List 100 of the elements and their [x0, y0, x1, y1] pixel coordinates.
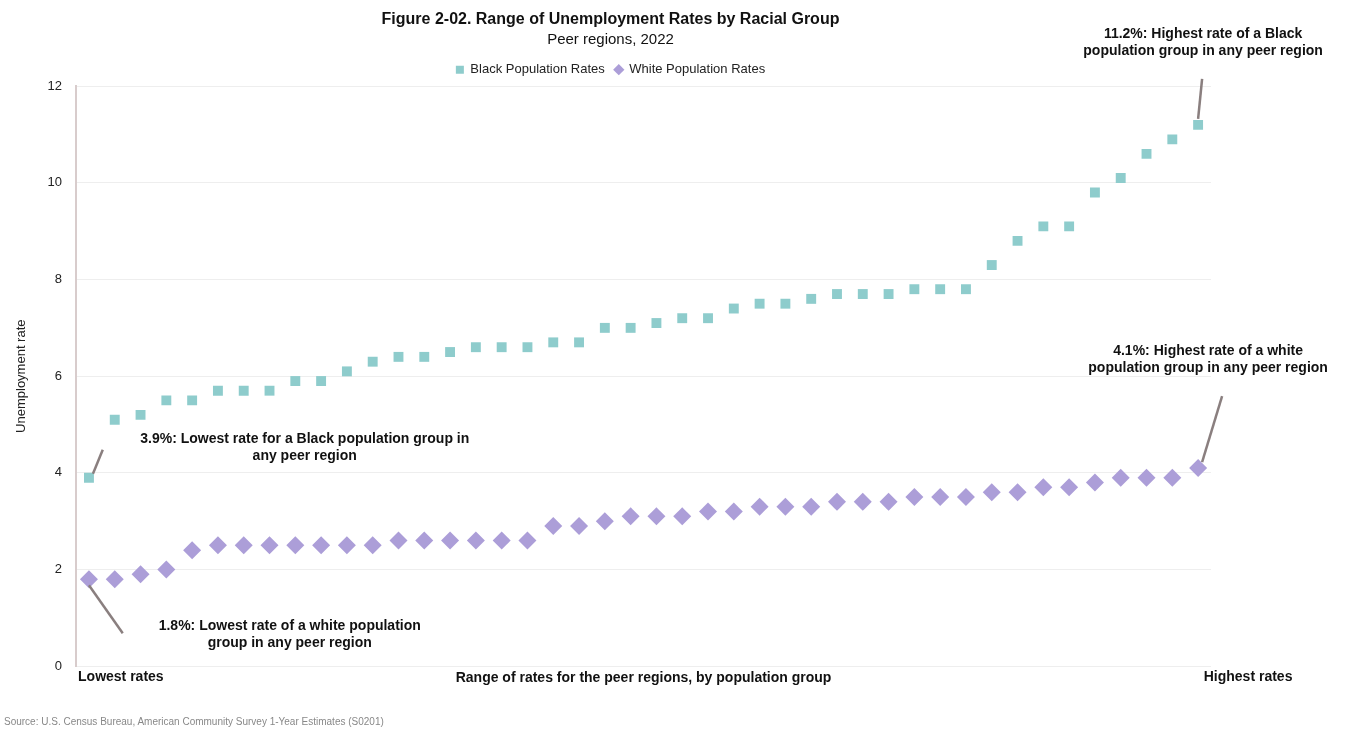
text: Lowest rates — [78, 668, 165, 686]
point — [832, 289, 842, 299]
point — [337, 536, 356, 555]
x-axis-title: Range of rates for the peer regions, by population group — [455, 669, 832, 686]
point — [1163, 468, 1182, 487]
point — [724, 502, 743, 521]
point — [548, 337, 559, 348]
point — [518, 531, 537, 550]
point — [1085, 473, 1104, 492]
point — [84, 472, 94, 483]
point — [1060, 478, 1079, 497]
point — [441, 531, 460, 550]
point — [1167, 134, 1178, 145]
point — [260, 536, 279, 555]
y-tick-label: 8 — [54, 271, 63, 287]
point — [496, 342, 507, 353]
annotation: 3.9%: Lowest rate for a Black population group in any peer region — [139, 429, 471, 464]
text: Highest rates — [1202, 668, 1294, 686]
point — [238, 385, 249, 396]
point — [264, 385, 275, 396]
point — [595, 512, 614, 531]
point — [699, 502, 718, 521]
point — [570, 517, 589, 536]
point — [647, 507, 666, 526]
point — [853, 492, 872, 511]
point — [883, 289, 894, 299]
point — [544, 517, 563, 536]
point — [1038, 221, 1049, 232]
y-tick-label: 2 — [54, 561, 63, 577]
point — [183, 541, 202, 560]
point — [79, 570, 98, 589]
point — [312, 536, 331, 555]
point — [905, 488, 924, 507]
point — [290, 376, 301, 386]
point — [1012, 235, 1023, 246]
point — [341, 366, 352, 377]
source-note: Source: U.S. Census Bureau, American Community Survey 1-Year Estimates (S0201) — [4, 716, 384, 727]
point — [986, 260, 997, 270]
point — [1193, 119, 1204, 130]
point — [157, 560, 176, 579]
annotation: 4.1%: Highest rate of a white population group in any peer region — [1088, 342, 1329, 377]
point — [286, 536, 305, 555]
text: 11.2%: Highest rate of a Black population group in any peer region — [1082, 24, 1324, 59]
y-tick-label: 10 — [47, 174, 63, 190]
point — [961, 284, 971, 295]
point — [131, 565, 150, 584]
y-tick-label: 12 — [47, 77, 63, 93]
y-tick-label: 0 — [54, 657, 63, 673]
point — [1064, 221, 1075, 232]
point — [931, 488, 950, 507]
point — [621, 507, 640, 526]
point — [234, 536, 253, 555]
point — [466, 531, 485, 550]
point — [754, 298, 765, 309]
legend-label: White Population Rates — [629, 61, 766, 77]
point — [316, 376, 327, 386]
point — [109, 414, 120, 425]
point — [1189, 459, 1208, 478]
chart-subtitle: Peer regions, 2022 — [547, 30, 674, 48]
point — [574, 337, 584, 348]
point — [389, 531, 408, 550]
point — [1115, 173, 1126, 183]
point — [187, 395, 198, 406]
point — [599, 322, 610, 333]
point — [393, 351, 404, 362]
point — [703, 313, 713, 324]
legend-label: Black Population Rates — [470, 61, 606, 77]
point — [806, 293, 817, 304]
point — [728, 303, 739, 314]
point — [363, 536, 382, 555]
y-tick-label: 6 — [54, 367, 63, 383]
point — [677, 313, 688, 324]
point — [1137, 468, 1156, 487]
point — [212, 385, 223, 396]
point — [415, 531, 434, 550]
point — [367, 356, 378, 367]
point — [1034, 478, 1053, 497]
point — [982, 483, 1001, 502]
point — [776, 497, 795, 516]
point — [1141, 148, 1152, 159]
point — [857, 289, 868, 299]
point — [161, 395, 172, 406]
y-tick-label: 4 — [54, 464, 63, 480]
y-axis-title: Unemployment rate — [13, 319, 29, 433]
point — [827, 492, 846, 511]
point — [879, 492, 898, 511]
point — [470, 342, 481, 353]
point — [909, 284, 920, 295]
point — [625, 322, 636, 333]
point — [492, 531, 511, 550]
point — [651, 318, 662, 328]
point — [673, 507, 692, 526]
point — [135, 409, 146, 420]
point — [105, 570, 124, 589]
point — [522, 342, 533, 353]
point — [802, 497, 821, 516]
point — [1089, 187, 1100, 198]
point — [750, 497, 769, 516]
point — [445, 347, 456, 357]
point — [780, 298, 791, 309]
